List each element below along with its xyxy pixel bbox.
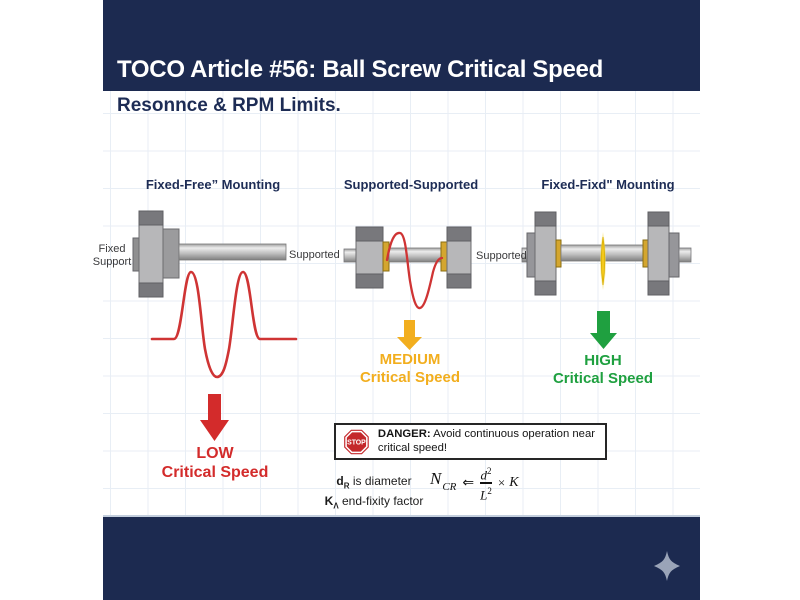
formula-variable: N (430, 469, 442, 488)
speed-caption-medium: Critical Speed (359, 369, 461, 386)
speed-level-low: LOW (196, 445, 234, 462)
supported-label-right: Supported (476, 250, 527, 262)
diagram-title-supported-supported: Supported-Supported (343, 177, 479, 192)
formula-relation-arrow: ⇐ (462, 475, 475, 491)
page-subtitle: Resonnce & RPM Limits. (117, 95, 341, 116)
supported-label-left: Supported (289, 249, 340, 261)
high-critical-speed-label: HIGH Critical Speed (513, 352, 693, 388)
stop-sign-icon: STOP (344, 429, 369, 454)
formula-notes: dR is diameter KΛ end-fixity factor (318, 474, 430, 514)
formula-factor: K (509, 475, 519, 490)
diagram-title-fixed-fixed: Fixed-Fixd" Mounting (541, 177, 675, 192)
fraction-bar (480, 482, 492, 484)
speed-caption-high: Critical Speed (552, 370, 654, 387)
fixed-support-label: Fixed Support (92, 243, 132, 268)
low-critical-speed-label: LOW Critical Speed (125, 444, 305, 482)
stop-sign-text: STOP (347, 439, 366, 446)
danger-text: DANGER: Avoid continuous operation near … (378, 428, 601, 455)
fraction-numerator: d2 (480, 465, 492, 482)
formula-times: × (497, 475, 506, 490)
critical-speed-formula: N CR ⇐ d2 L2 × K (430, 465, 519, 503)
header-banner: TOCO Article #56: Ball Screw Critical Sp… (103, 0, 700, 91)
fraction-denominator: L2 (480, 486, 492, 503)
diagram-title-fixed-free: Fixed-Free” Mounting (145, 177, 281, 192)
danger-warning-box: STOP DANGER: Avoid continuous operation … (334, 423, 607, 460)
sparkle-icon (654, 551, 680, 581)
footer-banner (103, 515, 700, 600)
speed-caption-low: Critical Speed (161, 464, 269, 481)
danger-message: Avoid continuous operation near critical… (377, 428, 595, 454)
danger-keyword: DANGER: (377, 428, 431, 440)
formula-fraction: d2 L2 (480, 465, 492, 503)
medium-critical-speed-label: MEDIUM Critical Speed (320, 351, 500, 387)
page-title: TOCO Article #56: Ball Screw Critical Sp… (117, 56, 603, 83)
note-end-fixity: KΛ end-fixity factor (324, 493, 424, 511)
speed-level-medium: MEDIUM (379, 351, 441, 368)
speed-level-high: HIGH (584, 352, 622, 369)
note-diameter: dR is diameter (336, 474, 412, 491)
